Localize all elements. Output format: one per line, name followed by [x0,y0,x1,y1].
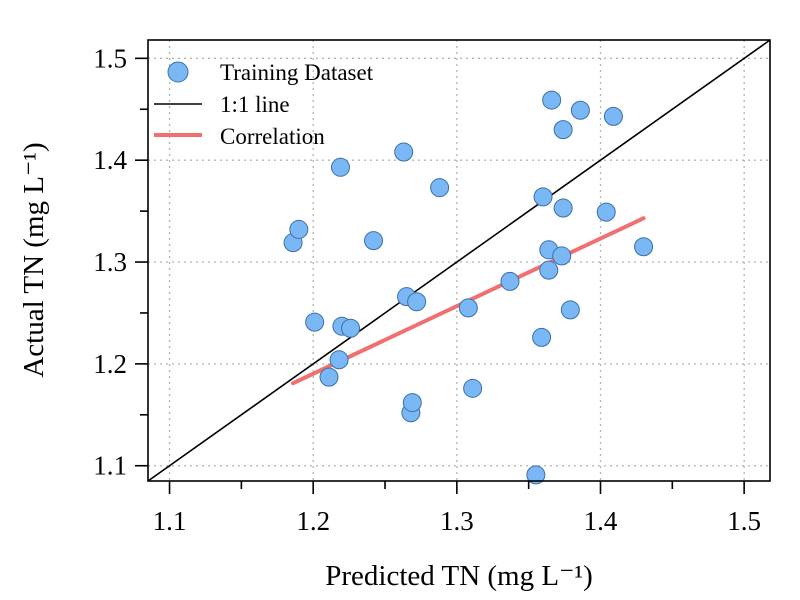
data-point-7 [341,318,361,338]
y-axis-label: Actual TN (mg L⁻¹) [18,142,50,377]
data-point-30 [603,106,623,126]
y-tick-label-4: 1.5 [93,43,127,73]
data-point-5 [330,157,350,177]
data-point-23 [542,90,562,110]
legend-points-label: Training Dataset [220,60,374,85]
y-tick-label-2: 1.3 [93,247,127,277]
grid-lines [148,40,770,481]
data-point-18 [526,465,546,485]
data-point-4 [329,350,349,370]
data-point-31 [634,237,654,257]
data-point-8 [364,231,384,251]
legend-fit-label: Correlation [220,124,325,149]
data-point-28 [570,100,590,120]
data-point-27 [560,300,580,320]
x-tick-label-1: 1.2 [296,506,330,536]
data-points [283,90,654,485]
data-point-25 [553,198,573,218]
data-point-3 [319,367,339,387]
data-point-1 [289,219,309,239]
y-axis-ticks: 1.1 1.2 1.3 1.4 1.5 [93,43,148,481]
data-point-24 [552,246,572,266]
identity-line-1-to-1 [147,39,771,482]
data-point-9 [394,142,414,162]
x-tick-label-2: 1.3 [440,506,474,536]
data-point-15 [458,298,478,318]
x-axis-label: Predicted TN (mg L⁻¹) [325,560,593,592]
data-point-19 [532,327,552,347]
data-point-14 [430,178,450,198]
data-point-26 [553,120,573,140]
y-tick-label-3: 1.4 [93,145,127,175]
plot-frame [147,39,771,482]
x-axis-ticks: 1.1 1.2 1.3 1.4 1.5 [153,481,761,536]
legend-identity-label: 1:1 line [220,92,290,117]
data-point-20 [533,187,553,207]
legend: Training Dataset 1:1 line Correlation [154,60,374,149]
x-tick-label-4: 1.5 [727,506,761,536]
data-point-2 [305,312,325,332]
data-point-29 [596,202,616,222]
data-point-17 [500,271,520,291]
y-tick-label-0: 1.1 [93,451,127,481]
data-point-22 [539,260,559,280]
data-point-16 [463,378,483,398]
y-tick-label-1: 1.2 [93,349,127,379]
x-tick-label-0: 1.1 [153,506,187,536]
data-point-12 [402,393,422,413]
x-tick-label-3: 1.4 [584,506,618,536]
data-point-13 [407,292,427,312]
legend-points-marker [167,61,189,83]
